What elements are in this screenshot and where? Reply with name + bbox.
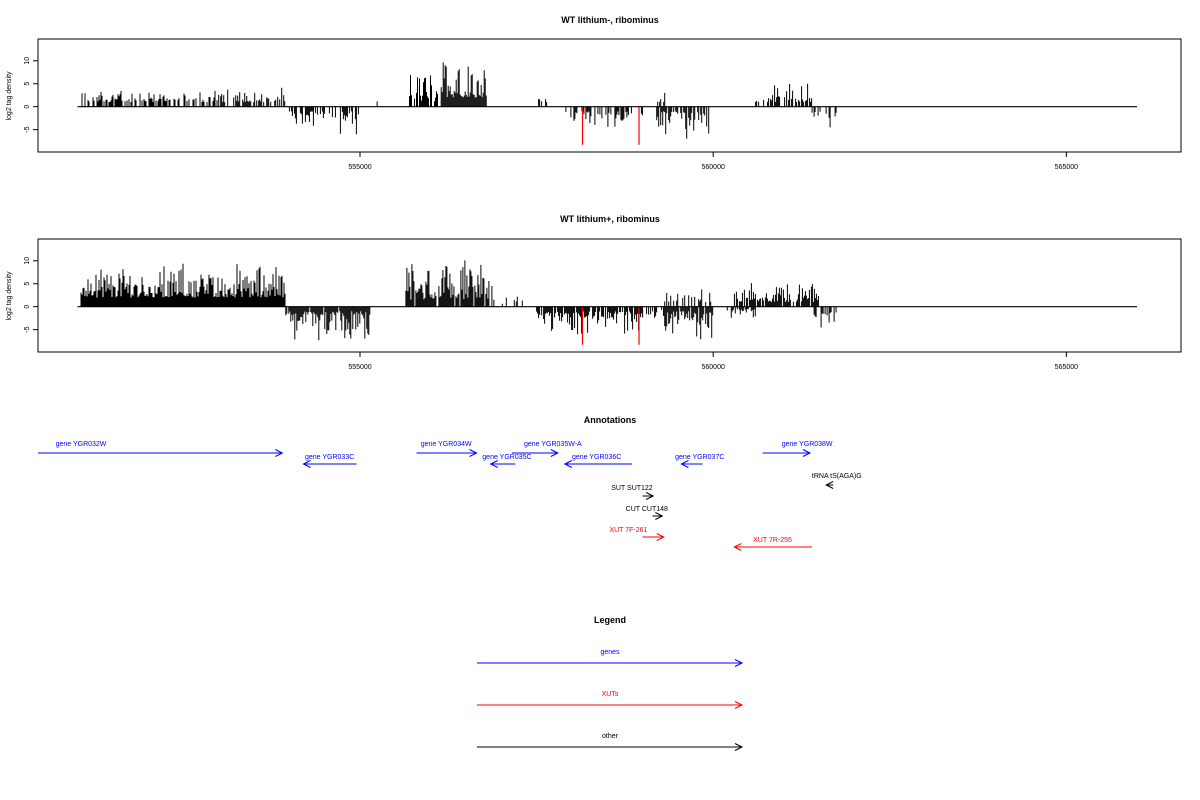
feature-label: gene YGR035C	[482, 454, 531, 461]
feature-label: gene YGR035W-A	[524, 441, 582, 448]
annotation-feature: gene YGR032W	[38, 441, 284, 457]
x-tick-label: 560000	[702, 364, 725, 371]
feature-label: XUT 7R-255	[753, 537, 792, 544]
y-tick-label: 0	[24, 305, 31, 309]
legend-label: other	[602, 733, 619, 740]
arrowhead	[550, 449, 559, 457]
arrowhead	[563, 460, 573, 468]
x-tick-label: 555000	[348, 364, 371, 371]
feature-label: gene YGR036C	[572, 454, 621, 461]
legend: Legend genes XUTs other	[477, 615, 744, 751]
panel-lithium-plus: WT lithium+, ribominus log2 tag density …	[6, 214, 1182, 371]
legend-entry: XUTs	[477, 691, 744, 709]
feature-label: SUT SUT122	[611, 485, 653, 492]
panel-title: WT lithium+, ribominus	[560, 214, 660, 224]
feature-label: XUT 7F-261	[609, 527, 647, 534]
arrowhead	[489, 460, 498, 468]
y-tick-label: 10	[24, 257, 31, 265]
arrowhead	[275, 449, 284, 457]
feature-label: gene YGR037C	[675, 454, 724, 461]
y-axis: -5 0 5 10	[24, 257, 39, 333]
panel-title: WT lithium-, ribominus	[561, 15, 659, 25]
legend-label: XUTs	[602, 691, 619, 698]
legend-label: genes	[600, 649, 620, 656]
arrowhead	[734, 743, 744, 751]
arrowhead	[680, 460, 689, 468]
y-tick-label: 5	[24, 82, 31, 86]
arrowhead	[734, 701, 744, 709]
x-axis: 555000 560000 565000	[348, 152, 1078, 171]
feature-label: CUT CUT148	[626, 506, 668, 513]
plot-frame	[37, 38, 1182, 153]
annotation-feature: gene YGR038W	[762, 441, 833, 457]
annotation-feature: gene YGR036C	[563, 454, 632, 468]
annotation-feature: SUT SUT122	[611, 485, 655, 500]
arrowhead	[802, 449, 812, 457]
bar-series	[77, 260, 1137, 345]
feature-label: tRNA tS(AGA)G	[812, 473, 862, 480]
arrowhead	[656, 533, 665, 541]
x-tick-label: 555000	[348, 164, 371, 171]
feature-label: gene YGR032W	[56, 441, 107, 448]
annotation-feature: tRNA tS(AGA)G	[812, 473, 862, 489]
y-axis: -5 0 5 10	[24, 57, 39, 133]
arrowhead	[655, 512, 664, 520]
annotation-feature: gene YGR035C	[482, 454, 532, 468]
annotation-feature: CUT CUT148	[626, 506, 668, 520]
annotation-feature: gene YGR033C	[302, 454, 357, 468]
arrowhead	[825, 481, 834, 489]
x-tick-label: 560000	[702, 164, 725, 171]
legend-entry: other	[477, 733, 744, 751]
arrowhead	[733, 543, 742, 551]
annotation-feature: XUT 7R-255	[733, 537, 813, 551]
legend-items: genes XUTs other	[477, 649, 744, 751]
arrowhead	[645, 492, 655, 500]
x-tick-label: 565000	[1055, 164, 1078, 171]
y-axis-label: log2 tag density	[6, 271, 13, 321]
legend-title: Legend	[594, 615, 626, 625]
annotation-feature: XUT 7F-261	[609, 527, 665, 541]
y-tick-label: 10	[24, 57, 31, 65]
feature-label: gene YGR033C	[305, 454, 354, 461]
arrowhead	[469, 449, 478, 457]
y-axis-label: log2 tag density	[6, 71, 13, 121]
legend-entry: genes	[477, 649, 744, 667]
bar-series	[77, 62, 1137, 145]
x-axis: 555000 560000 565000	[348, 352, 1078, 371]
annotations-title: Annotations	[584, 415, 637, 425]
y-tick-label: 5	[24, 282, 31, 286]
arrowhead	[302, 460, 311, 468]
x-tick-label: 565000	[1055, 364, 1078, 371]
annotation-feature: gene YGR034W	[416, 441, 478, 457]
panel-lithium-minus: WT lithium-, ribominus log2 tag density …	[6, 15, 1182, 171]
annotation-items: gene YGR032W gene YGR033C gene YGR034W gene…	[38, 441, 862, 551]
y-tick-label: -5	[24, 326, 31, 332]
arrowhead	[734, 659, 744, 667]
annotation-feature: gene YGR035W-A	[511, 441, 582, 457]
y-tick-label: 0	[24, 105, 31, 109]
feature-label: gene YGR034W	[421, 441, 472, 448]
y-tick-label: -5	[24, 126, 31, 132]
feature-label: gene YGR038W	[782, 441, 833, 448]
annotation-feature: gene YGR037C	[675, 454, 724, 468]
